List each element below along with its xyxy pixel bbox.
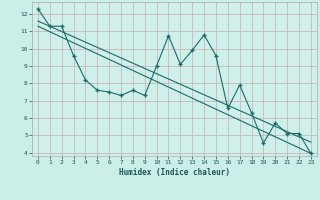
X-axis label: Humidex (Indice chaleur): Humidex (Indice chaleur) <box>119 168 230 177</box>
